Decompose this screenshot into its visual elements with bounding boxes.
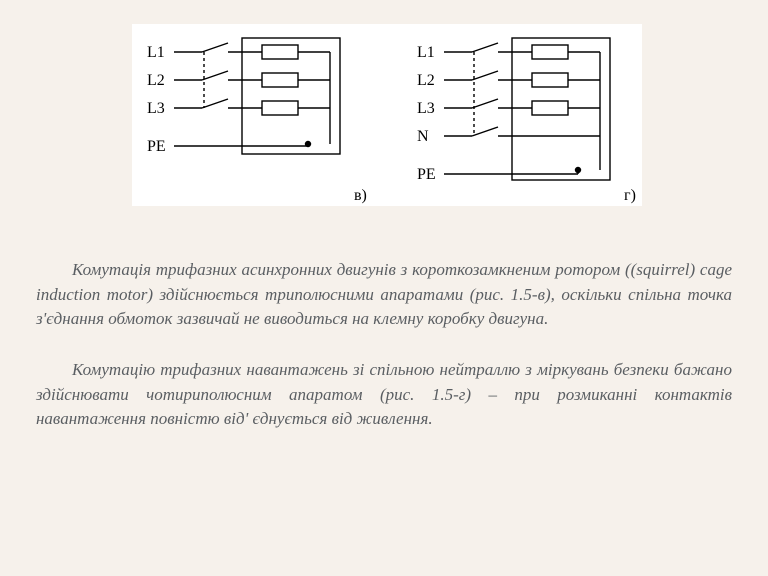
page: L1 L2 L3 PE в) <box>0 0 768 576</box>
circuit-svg: L1 L2 L3 PE в) <box>132 24 642 206</box>
body-text: Комутація трифазних асинхронних двигунів… <box>36 258 732 458</box>
label-l2-right: L2 <box>417 72 435 89</box>
label-pe-left: PE <box>147 138 166 155</box>
label-l2-left: L2 <box>147 72 165 89</box>
label-n-right: N <box>417 128 429 145</box>
label-l1-right: L1 <box>417 44 435 61</box>
label-pe-right: PE <box>417 166 436 183</box>
circuit-diagrams: L1 L2 L3 PE в) <box>132 24 642 206</box>
paragraph-1: Комутація трифазних асинхронних двигунів… <box>36 258 732 332</box>
paragraph-2: Комутацію трифазних навантажень зі спіль… <box>36 358 732 432</box>
caption-left: в) <box>354 187 367 204</box>
label-l3-left: L3 <box>147 100 165 117</box>
label-l3-right: L3 <box>417 100 435 117</box>
label-l1-left: L1 <box>147 44 165 61</box>
caption-right: г) <box>624 187 636 204</box>
